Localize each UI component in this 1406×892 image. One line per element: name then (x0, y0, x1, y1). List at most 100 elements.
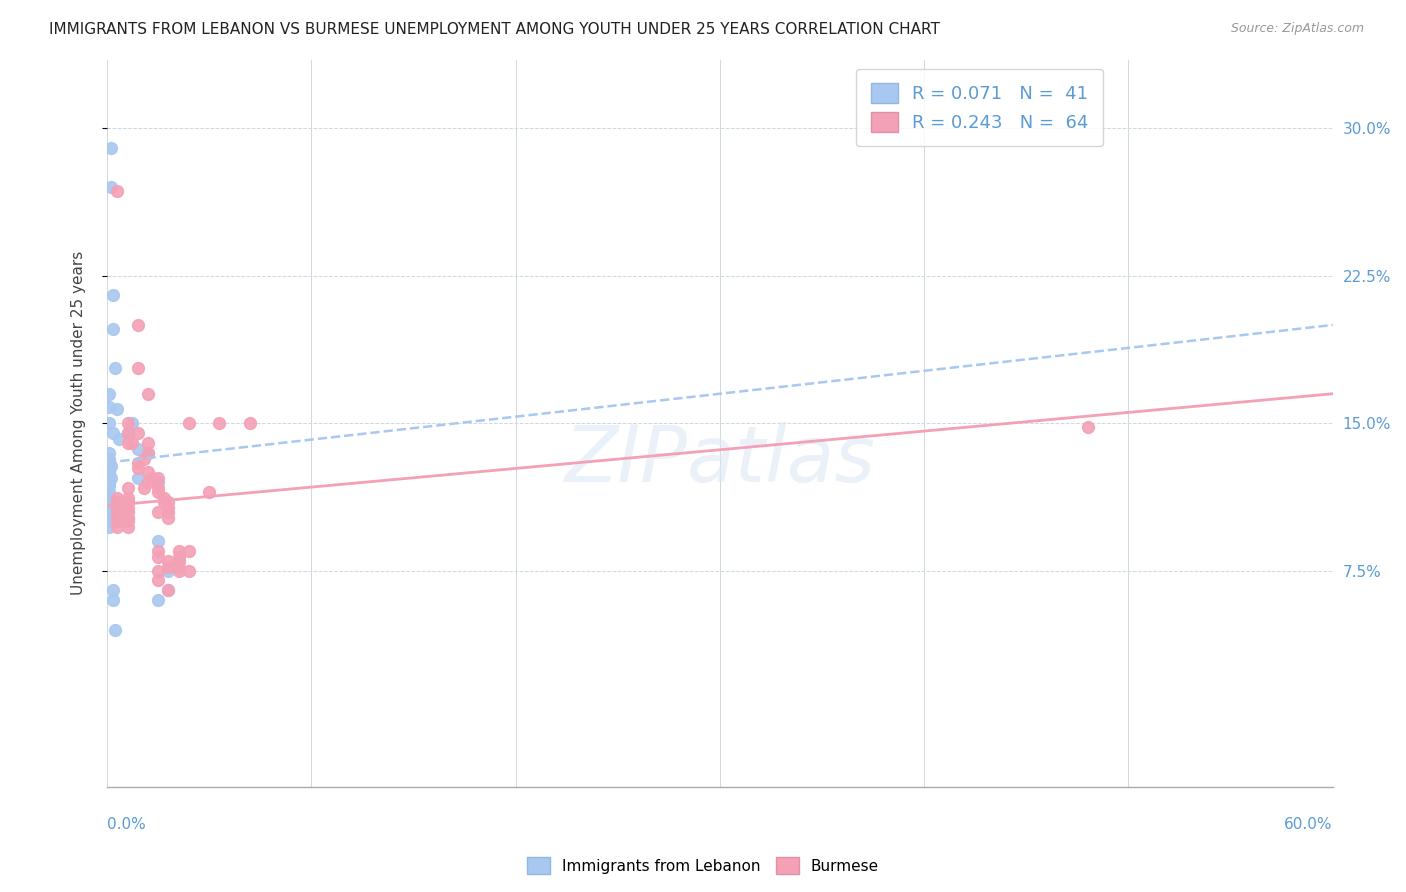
Point (141, 471, 163, 485)
Point (167, 564, 190, 578)
Point (153, 495, 176, 509)
Point (100, 471, 122, 485)
Point (157, 554, 180, 568)
Point (98, 479, 121, 493)
Point (167, 544, 190, 558)
Y-axis label: Unemployment Among Youth under 25 years: Unemployment Among Youth under 25 years (72, 251, 86, 595)
Point (1077, 420, 1099, 434)
Point (98, 463, 121, 477)
Point (146, 481, 169, 495)
Point (100, 180, 122, 194)
Point (127, 361, 149, 376)
Point (117, 425, 139, 440)
Point (157, 564, 180, 578)
Point (153, 491, 176, 505)
Point (157, 583, 180, 598)
Point (146, 505, 169, 519)
Point (108, 432, 131, 446)
Point (117, 425, 139, 440)
Point (105, 520, 128, 534)
Point (105, 402, 128, 417)
Point (100, 515, 122, 529)
Point (117, 416, 139, 430)
Text: 60.0%: 60.0% (1284, 817, 1333, 832)
Point (103, 288, 125, 302)
Point (105, 505, 128, 519)
Point (98, 446, 121, 460)
Point (157, 510, 180, 524)
Point (98, 451, 121, 466)
Point (127, 318, 149, 332)
Point (127, 442, 149, 456)
Point (105, 491, 128, 505)
Point (136, 446, 159, 460)
Point (100, 500, 122, 515)
Point (98, 505, 121, 519)
Point (98, 485, 121, 500)
Legend: R = 0.071   N =  41, R = 0.243   N =  64: R = 0.071 N = 41, R = 0.243 N = 64 (856, 69, 1104, 146)
Point (127, 461, 149, 475)
Point (98, 401, 121, 415)
Point (103, 593, 125, 607)
Point (132, 451, 155, 466)
Point (177, 544, 200, 558)
Point (136, 475, 159, 490)
Point (146, 574, 169, 588)
Point (100, 141, 122, 155)
Point (105, 495, 128, 509)
Point (177, 416, 200, 430)
Point (117, 481, 139, 495)
Point (105, 510, 128, 524)
Point (98, 416, 121, 430)
Point (167, 559, 190, 574)
Point (146, 475, 169, 490)
Point (239, 416, 262, 430)
Point (105, 500, 128, 515)
Point (103, 322, 125, 336)
Point (98, 386, 121, 401)
Point (136, 466, 159, 480)
Point (136, 446, 159, 460)
Point (146, 549, 169, 564)
Text: ZIPatlas: ZIPatlas (564, 422, 876, 498)
Point (100, 459, 122, 474)
Point (117, 520, 139, 534)
Point (103, 583, 125, 598)
Point (117, 435, 139, 450)
Point (132, 481, 155, 495)
Point (177, 564, 200, 578)
Point (127, 425, 149, 440)
Point (167, 549, 190, 564)
Point (117, 491, 139, 505)
Point (167, 554, 190, 568)
Point (157, 505, 180, 519)
Point (98, 510, 121, 524)
Point (157, 500, 180, 515)
Point (198, 485, 221, 500)
Point (117, 505, 139, 519)
Point (117, 495, 139, 509)
Point (117, 510, 139, 524)
Point (157, 495, 180, 509)
Point (98, 520, 121, 534)
Point (146, 593, 169, 607)
Point (146, 485, 169, 500)
Point (98, 456, 121, 470)
Point (127, 456, 149, 470)
Point (105, 515, 128, 529)
Point (98, 467, 121, 482)
Point (157, 559, 180, 574)
Point (117, 515, 139, 529)
Point (98, 495, 121, 509)
Point (136, 435, 159, 450)
Point (117, 500, 139, 515)
Point (208, 416, 231, 430)
Point (98, 475, 121, 490)
Point (104, 623, 127, 637)
Text: Source: ZipAtlas.com: Source: ZipAtlas.com (1230, 22, 1364, 36)
Point (105, 184, 128, 198)
Point (136, 386, 159, 401)
Point (157, 583, 180, 598)
Point (121, 435, 143, 450)
Legend: Immigrants from Lebanon, Burmese: Immigrants from Lebanon, Burmese (520, 851, 886, 880)
